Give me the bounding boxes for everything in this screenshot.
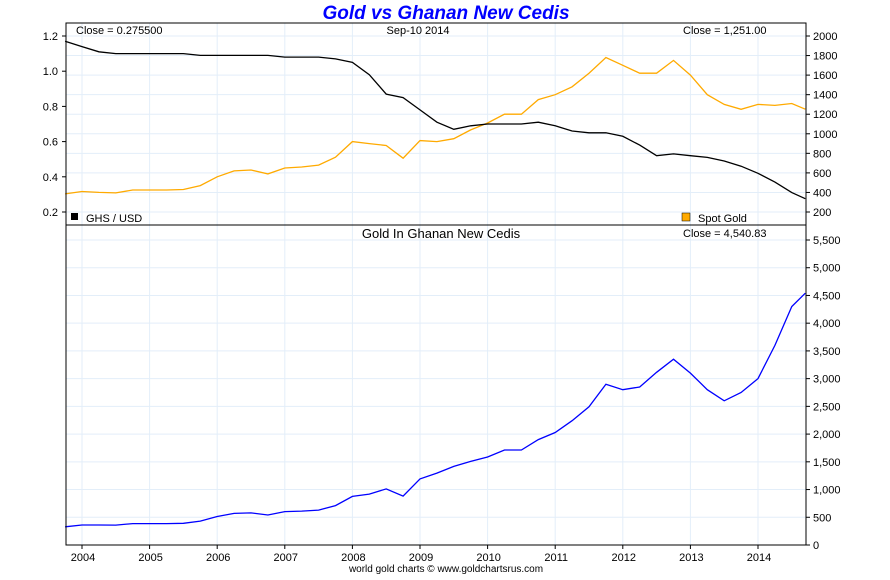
- x-tick-label: 2008: [341, 552, 365, 564]
- left-axis-tick-label: 0.4: [43, 172, 58, 184]
- right-axis-tick-label: 2,500: [813, 401, 841, 413]
- axes: 2004 2005 2006 2007 2008 2009 2010 2011 2012 2013…: [43, 31, 841, 564]
- x-tick-label: 2010: [476, 552, 500, 564]
- left-axis-tick-label: 0.6: [43, 137, 58, 149]
- x-tick-label: 2011: [544, 552, 568, 564]
- x-tick-label: 2014: [747, 552, 771, 564]
- legend-swatch-ghs-usd: [71, 213, 78, 220]
- x-tick-label: 2009: [409, 552, 433, 564]
- left-axis-tick-label: 1.2: [43, 31, 58, 43]
- right-axis-tick-label: 800: [813, 148, 831, 160]
- right-axis-tick-label: 1200: [813, 109, 837, 121]
- bottom-close-label: Close = 4,540.83: [683, 228, 766, 240]
- right-close-label: Close = 1,251.00: [683, 25, 766, 37]
- right-axis-tick-label: 1800: [813, 51, 837, 63]
- right-axis-tick-label: 2000: [813, 31, 837, 43]
- chart-title: Gold vs Ghanan New Cedis: [322, 3, 569, 24]
- left-axis-tick-label: 0.8: [43, 101, 58, 113]
- spot-gold-line: [65, 56, 806, 195]
- right-axis-tick-label: 0: [813, 540, 819, 552]
- right-axis-tick-label: 500: [813, 512, 831, 524]
- legend-label-ghs-usd: GHS / USD: [86, 213, 142, 225]
- right-axis-tick-label: 200: [813, 207, 831, 219]
- x-tick-label: 2013: [679, 552, 703, 564]
- right-axis-tick-label: 1000: [813, 129, 837, 141]
- left-axis-tick-label: 1.0: [43, 66, 58, 78]
- bottom-panel-title: Gold In Ghanan New Cedis: [362, 226, 521, 241]
- right-axis-tick-label: 600: [813, 168, 831, 180]
- right-axis-tick-label: 5,500: [813, 235, 841, 247]
- gridlines: [66, 23, 806, 546]
- x-tick-label: 2004: [71, 552, 95, 564]
- series-lines: [64, 40, 806, 528]
- date-label: Sep-10 2014: [387, 25, 450, 37]
- right-axis-tick-label: 4,000: [813, 318, 841, 330]
- x-tick-label: 2006: [206, 552, 230, 564]
- right-axis-tick-label: 1,000: [813, 485, 841, 497]
- right-axis-tick-label: 2,000: [813, 429, 841, 441]
- x-tick-label: 2012: [612, 552, 636, 564]
- gold-in-cedis-line: [65, 292, 806, 528]
- legend-swatch-spot-gold: [681, 212, 691, 222]
- right-axis-tick-label: 1,500: [813, 457, 841, 469]
- bottom-panel-frame: [65, 224, 807, 546]
- x-tick-label: 2007: [274, 552, 298, 564]
- right-axis-tick-label: 3,500: [813, 346, 841, 358]
- left-close-label: Close = 0.275500: [76, 25, 163, 37]
- right-axis-tick-label: 400: [813, 187, 831, 199]
- left-axis-tick-label: 0.2: [43, 207, 58, 219]
- right-axis-tick-label: 1400: [813, 90, 837, 102]
- right-axis-tick-label: 4,500: [813, 290, 841, 302]
- ghs-usd-line: [64, 40, 806, 200]
- right-axis-tick-label: 1600: [813, 70, 837, 82]
- right-axis-tick-label: 5,000: [813, 263, 841, 275]
- legend-label-spot-gold: Spot Gold: [698, 213, 747, 225]
- x-tick-label: 2005: [138, 552, 162, 564]
- right-axis-tick-label: 3,000: [813, 374, 841, 386]
- footer-credit: world gold charts © www.goldchartsrus.co…: [348, 564, 543, 575]
